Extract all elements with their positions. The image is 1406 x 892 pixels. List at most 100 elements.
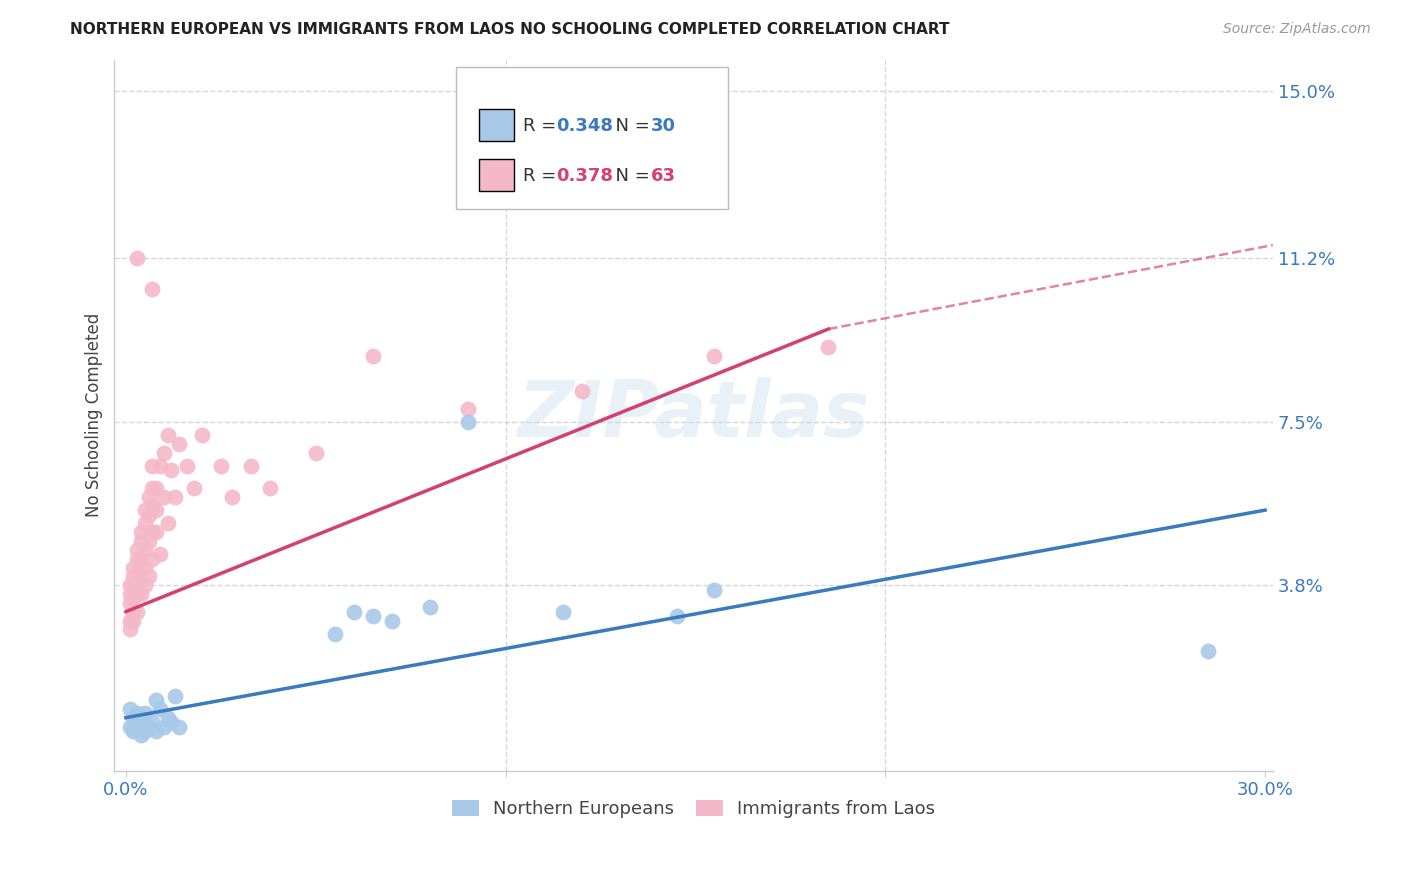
Point bbox=[118, 702, 141, 716]
Point bbox=[361, 349, 384, 363]
Point bbox=[149, 702, 172, 716]
Point bbox=[122, 569, 145, 583]
Point bbox=[381, 614, 404, 628]
Point bbox=[141, 481, 163, 495]
Point bbox=[129, 525, 152, 540]
Point bbox=[145, 503, 167, 517]
Point bbox=[221, 490, 243, 504]
Point bbox=[118, 587, 141, 601]
Point bbox=[165, 490, 187, 504]
Point bbox=[122, 723, 145, 738]
Point bbox=[118, 623, 141, 637]
Point bbox=[127, 605, 149, 619]
FancyBboxPatch shape bbox=[479, 159, 515, 191]
Point bbox=[127, 578, 149, 592]
Point bbox=[138, 508, 160, 522]
Text: R =: R = bbox=[523, 167, 562, 185]
Point bbox=[149, 458, 172, 473]
Text: 63: 63 bbox=[651, 167, 676, 185]
Point bbox=[209, 458, 232, 473]
Point bbox=[129, 560, 152, 574]
Point bbox=[127, 706, 149, 721]
Text: N =: N = bbox=[605, 117, 655, 135]
Point bbox=[457, 415, 479, 429]
Point bbox=[145, 481, 167, 495]
Text: Source: ZipAtlas.com: Source: ZipAtlas.com bbox=[1223, 22, 1371, 37]
Point bbox=[817, 340, 839, 354]
Point bbox=[160, 715, 183, 730]
Point bbox=[138, 490, 160, 504]
Point bbox=[665, 609, 688, 624]
FancyBboxPatch shape bbox=[456, 67, 728, 209]
Point bbox=[127, 542, 149, 557]
Text: 30: 30 bbox=[651, 117, 676, 135]
Text: 0.348: 0.348 bbox=[555, 117, 613, 135]
Legend: Northern Europeans, Immigrants from Laos: Northern Europeans, Immigrants from Laos bbox=[444, 793, 942, 826]
Point bbox=[323, 627, 346, 641]
Point bbox=[141, 525, 163, 540]
Point bbox=[703, 349, 725, 363]
Point bbox=[134, 560, 156, 574]
Point bbox=[152, 445, 174, 459]
Point bbox=[145, 723, 167, 738]
Text: 0.378: 0.378 bbox=[555, 167, 613, 185]
Point bbox=[145, 525, 167, 540]
Point bbox=[118, 719, 141, 733]
Text: R =: R = bbox=[523, 117, 562, 135]
Point bbox=[138, 569, 160, 583]
Point bbox=[129, 551, 152, 566]
Text: ZIPatlas: ZIPatlas bbox=[517, 377, 870, 453]
Point bbox=[703, 582, 725, 597]
Point bbox=[134, 516, 156, 531]
Point bbox=[122, 614, 145, 628]
Point bbox=[122, 560, 145, 574]
FancyBboxPatch shape bbox=[479, 110, 515, 141]
Point bbox=[141, 282, 163, 296]
Point bbox=[138, 534, 160, 549]
Point bbox=[183, 481, 205, 495]
Point bbox=[129, 711, 152, 725]
Point bbox=[129, 728, 152, 742]
Point bbox=[240, 458, 263, 473]
Point bbox=[118, 614, 141, 628]
Text: N =: N = bbox=[605, 167, 655, 185]
Point bbox=[118, 596, 141, 610]
Point bbox=[127, 715, 149, 730]
Point bbox=[127, 569, 149, 583]
Point bbox=[167, 437, 190, 451]
Point bbox=[122, 591, 145, 606]
Point bbox=[129, 534, 152, 549]
Point bbox=[118, 578, 141, 592]
Point bbox=[343, 605, 366, 619]
Point bbox=[167, 719, 190, 733]
Point bbox=[152, 490, 174, 504]
Point bbox=[141, 551, 163, 566]
Point bbox=[361, 609, 384, 624]
Point bbox=[152, 719, 174, 733]
Point bbox=[191, 428, 214, 442]
Point bbox=[134, 503, 156, 517]
Point bbox=[141, 499, 163, 513]
Point bbox=[156, 516, 179, 531]
Point bbox=[134, 723, 156, 738]
Point bbox=[259, 481, 281, 495]
Point bbox=[134, 542, 156, 557]
Point bbox=[149, 547, 172, 561]
Point bbox=[122, 578, 145, 592]
Point bbox=[127, 551, 149, 566]
Point bbox=[160, 463, 183, 477]
Point bbox=[134, 578, 156, 592]
Y-axis label: No Schooling Completed: No Schooling Completed bbox=[86, 313, 103, 517]
Text: NORTHERN EUROPEAN VS IMMIGRANTS FROM LAOS NO SCHOOLING COMPLETED CORRELATION CHA: NORTHERN EUROPEAN VS IMMIGRANTS FROM LAO… bbox=[70, 22, 950, 37]
Point bbox=[571, 384, 593, 398]
Point bbox=[176, 458, 198, 473]
Point bbox=[419, 600, 441, 615]
Point bbox=[127, 587, 149, 601]
Point bbox=[1197, 644, 1219, 658]
Point bbox=[457, 401, 479, 416]
Point bbox=[305, 445, 328, 459]
Point bbox=[138, 719, 160, 733]
Point bbox=[134, 706, 156, 721]
Point bbox=[551, 605, 574, 619]
Point bbox=[129, 587, 152, 601]
